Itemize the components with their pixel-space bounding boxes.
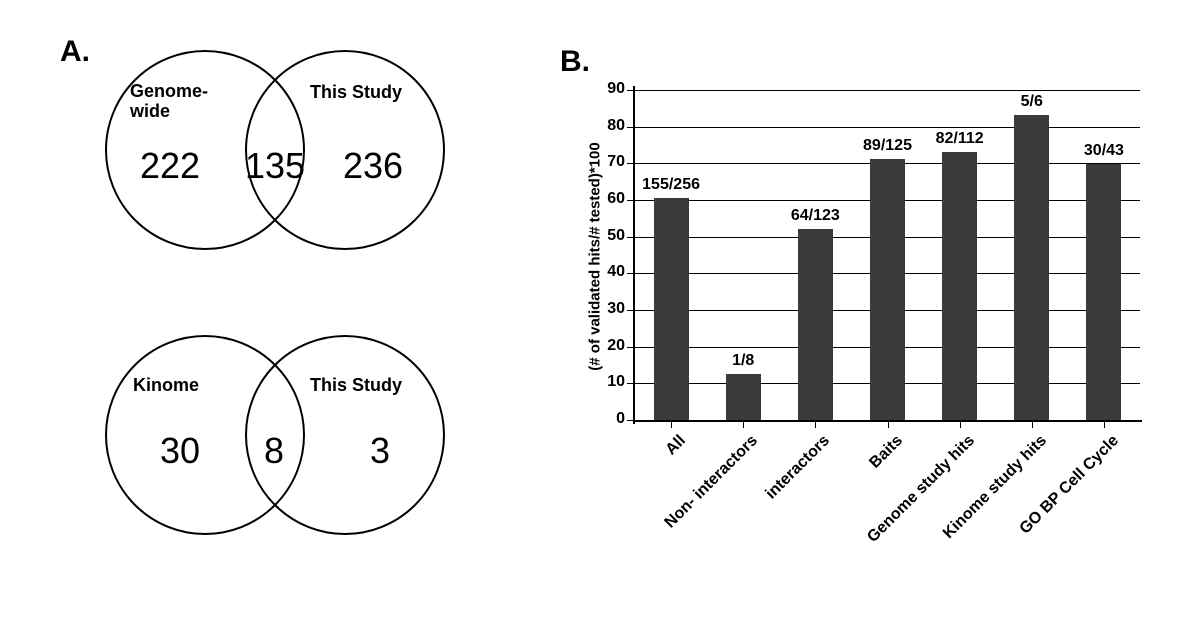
bar [726,374,761,420]
x-tick [743,420,744,428]
bar-data-label: 82/112 [915,130,1005,148]
venn1-left-value: 222 [140,145,200,187]
bar [870,159,905,420]
venn2-right-value: 3 [370,430,390,472]
y-axis-line [633,86,635,424]
figure-canvas: A. Genome- wide This Study 222 135 236 K… [0,0,1200,630]
y-tick [627,347,635,348]
y-tick [627,127,635,128]
venn1-right-value: 236 [343,145,403,187]
y-tick [627,383,635,384]
x-tick-label: interactors [680,432,834,586]
bar-chart: 0102030405060708090155/256All1/8Non- int… [635,90,1140,420]
bar-data-label: 64/123 [770,207,860,225]
y-tick [627,310,635,311]
venn1-right-label: This Study [310,82,402,103]
y-tick [627,420,635,421]
panel-label-b: B. [560,45,590,79]
bar [1086,164,1121,420]
y-tick [627,237,635,238]
venn1-intersect-value: 135 [245,145,305,187]
bar-data-label: 30/43 [1059,142,1149,160]
panel-label-a: A. [60,35,90,69]
venn-diagram-2: Kinome This Study 30 8 3 [105,335,465,555]
x-tick-label: GO BP Cell Cycle [969,432,1123,586]
y-tick [627,90,635,91]
y-tick [627,200,635,201]
bar-data-label: 1/8 [698,352,788,370]
x-tick-label: Baits [752,432,906,586]
chart-gridline [635,90,1140,91]
venn2-left-label: Kinome [133,375,199,396]
x-tick-label: Kinome study hits [896,432,1050,586]
x-tick-label: Non- interactors [608,432,762,586]
x-tick-label: All [536,432,690,586]
venn2-right-label: This Study [310,375,402,396]
bar [1014,115,1049,420]
chart-gridline [635,127,1140,128]
bar [798,229,833,420]
x-tick-label: Genome study hits [824,432,978,586]
venn-diagram-1: Genome- wide This Study 222 135 236 [105,50,465,270]
y-tick [627,273,635,274]
bar [942,152,977,420]
venn2-left-value: 30 [160,430,200,472]
x-tick [888,420,889,428]
bar-data-label: 155/256 [626,176,716,194]
y-tick [627,163,635,164]
venn2-intersect-value: 8 [264,430,284,472]
x-tick [671,420,672,428]
bar-data-label: 5/6 [987,93,1077,111]
x-tick [1104,420,1105,428]
bar [654,198,689,420]
x-tick [815,420,816,428]
y-axis-label: (# of validated hits/# tested)*100 [587,92,604,422]
x-tick [960,420,961,428]
venn1-left-label: Genome- wide [130,82,208,122]
x-tick [1032,420,1033,428]
